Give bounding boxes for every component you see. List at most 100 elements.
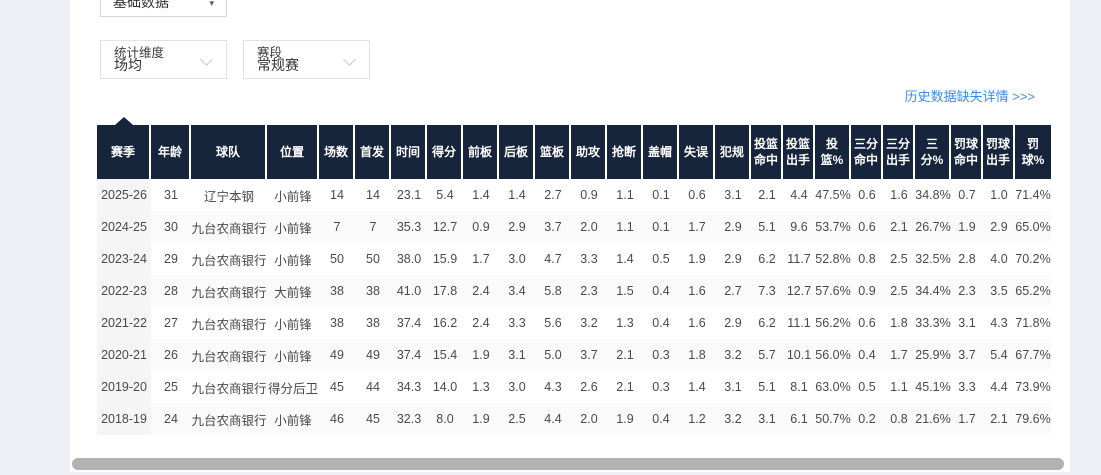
stage-select-label: 赛段 (257, 46, 283, 60)
stat-cell: 0.5 (858, 380, 876, 394)
column-header-19[interactable]: 投篮% (815, 125, 851, 179)
stat-cell: 2.1 (616, 380, 634, 394)
stat-cell: 小前锋 (274, 413, 312, 428)
stat-cell: 28 (164, 284, 178, 298)
column-header-6[interactable]: 首发 (355, 125, 391, 179)
column-header-20[interactable]: 三分命中 (851, 125, 883, 179)
column-header-1[interactable]: 赛季 (97, 125, 151, 179)
column-header-14[interactable]: 盖帽 (643, 125, 679, 179)
column-header-18[interactable]: 投篮出手 (783, 125, 815, 179)
stat-cell: 45 (366, 412, 380, 426)
stat-cell: 31 (164, 188, 178, 202)
column-header-24[interactable]: 罚球出手 (983, 125, 1015, 179)
stat-cell: 3.5 (990, 284, 1008, 298)
stat-cell: 14 (330, 188, 344, 202)
stat-cell: 0.6 (858, 316, 876, 330)
dataset-select[interactable]: 基础数据 ▾ (100, 0, 227, 17)
season-cell: 2023-24 (97, 243, 151, 275)
stat-cell: 47.5% (815, 188, 851, 202)
stat-cell: 1.4 (688, 380, 706, 394)
stat-cell: 5.6 (544, 316, 562, 330)
stat-cell: 0.8 (890, 412, 908, 426)
stat-cell: 3.1 (724, 380, 742, 394)
column-header-21[interactable]: 三分出手 (883, 125, 915, 179)
stat-cell: 2.0 (580, 412, 598, 426)
stat-cell: 38 (330, 316, 344, 330)
stat-cell: 2.5 (890, 252, 908, 266)
column-header-15[interactable]: 失误 (679, 125, 715, 179)
column-header-16[interactable]: 犯规 (715, 125, 751, 179)
stat-cell: 0.7 (958, 188, 976, 202)
stat-cell: 1.3 (616, 316, 634, 330)
column-header-17[interactable]: 投篮命中 (751, 125, 783, 179)
stat-cell: 1.6 (890, 188, 908, 202)
stage-select-value: 常规赛 (257, 57, 299, 73)
stat-cell: 2.9 (508, 220, 526, 234)
column-header-7[interactable]: 时间 (391, 125, 427, 179)
table-caret-icon (115, 117, 133, 125)
stat-cell: 56.0% (815, 348, 851, 362)
content-panel: 基础数据 ▾ 统计维度 场均 赛段 常规赛 历史数据缺失详情 >>> 赛季 年龄球… (70, 0, 1070, 472)
stat-cell: 6.2 (758, 316, 776, 330)
column-header-13[interactable]: 抢断 (607, 125, 643, 179)
stat-cell: 12.7 (786, 284, 812, 298)
stat-cell: 4.4 (544, 412, 562, 426)
stat-cell: 2.9 (990, 220, 1008, 234)
stat-cell: 0.1 (652, 220, 670, 234)
season-cell: 2019-20 (97, 371, 151, 403)
stat-cell: 65.2% (1015, 284, 1051, 298)
column-header-8[interactable]: 得分 (427, 125, 463, 179)
stat-cell: 1.5 (616, 284, 634, 298)
stat-cell: 11.7 (787, 252, 811, 266)
stat-cell: 0.9 (472, 220, 490, 234)
dimension-select-value: 场均 (114, 57, 142, 73)
column-header-4[interactable]: 位置 (267, 125, 319, 179)
stat-cell: 4.4 (790, 188, 808, 202)
stat-cell: 38 (330, 284, 344, 298)
column-header-10[interactable]: 后板 (499, 125, 535, 179)
column-header-11[interactable]: 篮板 (535, 125, 571, 179)
horizontal-scrollbar[interactable] (70, 457, 1070, 471)
stat-cell: 1.4 (508, 188, 526, 202)
scrollbar-thumb[interactable] (72, 458, 1064, 470)
history-missing-link[interactable]: 历史数据缺失详情 >>> (904, 89, 1035, 104)
stat-cell: 34.4% (915, 284, 951, 298)
stat-cell: 7 (333, 220, 341, 234)
stat-cell: 11.1 (787, 316, 811, 330)
stat-cell: 1.2 (688, 412, 706, 426)
stat-cell: 5.1 (758, 380, 776, 394)
stat-cell: 1.1 (616, 188, 634, 202)
column-header-12[interactable]: 助攻 (571, 125, 607, 179)
column-header-5[interactable]: 场数 (319, 125, 355, 179)
stat-cell: 4.3 (990, 316, 1008, 330)
stat-cell: 0.5 (652, 252, 670, 266)
column-header-25[interactable]: 罚球% (1015, 125, 1051, 179)
stat-cell: 九台农商银行 (191, 253, 267, 268)
column-header-2[interactable]: 年龄 (151, 125, 191, 179)
column-header-23[interactable]: 罚球命中 (951, 125, 983, 179)
column-header-3[interactable]: 球队 (191, 125, 267, 179)
stat-cell: 1.9 (616, 412, 634, 426)
stat-cell: 小前锋 (274, 221, 312, 236)
stat-cell: 辽宁本钢 (203, 189, 254, 204)
stage-select[interactable]: 赛段 常规赛 (243, 40, 370, 79)
season-cell: 2025-26 (97, 179, 151, 211)
stat-cell: 0.8 (858, 252, 876, 266)
stat-cell: 24 (164, 412, 178, 426)
stat-cell: 35.3 (396, 220, 422, 234)
stat-cell: 14.0 (432, 380, 458, 394)
stat-cell: 0.4 (858, 348, 876, 362)
stat-cell: 5.4 (436, 188, 454, 202)
column-header-9[interactable]: 前板 (463, 125, 499, 179)
stat-cell: 3.7 (580, 348, 598, 362)
season-cell: 2021-22 (97, 307, 151, 339)
stat-cell: 3.7 (958, 348, 976, 362)
stat-cell: 38 (366, 316, 380, 330)
stat-cell: 34.8% (915, 188, 951, 202)
dimension-select[interactable]: 统计维度 场均 (100, 40, 227, 79)
season-cell: 2022-23 (97, 275, 151, 307)
stat-cell: 49 (330, 348, 344, 362)
stat-cell: 1.7 (958, 412, 976, 426)
stat-cell: 0.4 (652, 316, 670, 330)
column-header-22[interactable]: 三分% (915, 125, 951, 179)
